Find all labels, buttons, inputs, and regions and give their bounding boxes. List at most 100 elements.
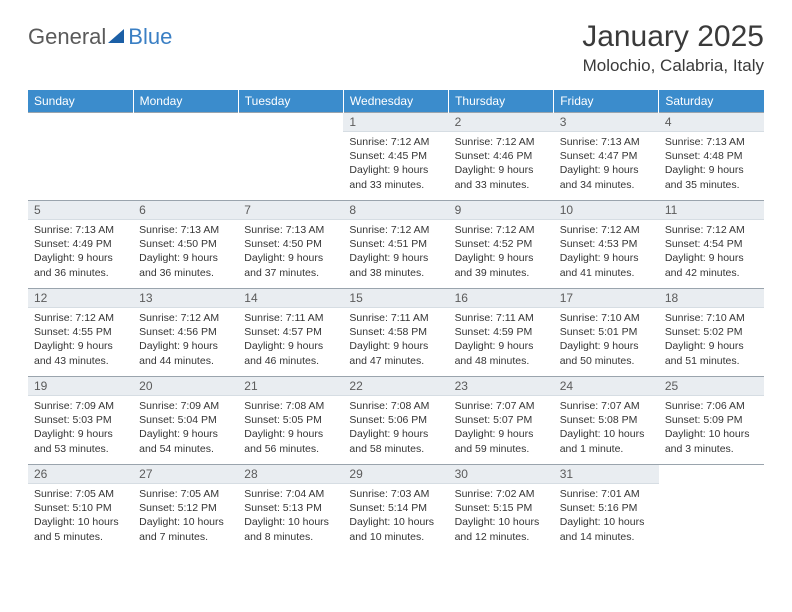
- calendar-cell: 7Sunrise: 7:13 AMSunset: 4:50 PMDaylight…: [238, 201, 343, 289]
- calendar-cell: ..: [659, 465, 764, 553]
- day-number: 17: [554, 289, 659, 308]
- calendar-cell: 19Sunrise: 7:09 AMSunset: 5:03 PMDayligh…: [28, 377, 133, 465]
- day-number: 10: [554, 201, 659, 220]
- day-number: 28: [238, 465, 343, 484]
- day-number: 16: [449, 289, 554, 308]
- day-details: Sunrise: 7:13 AMSunset: 4:47 PMDaylight:…: [554, 132, 659, 196]
- day-details: Sunrise: 7:13 AMSunset: 4:49 PMDaylight:…: [28, 220, 133, 284]
- day-details: Sunrise: 7:12 AMSunset: 4:52 PMDaylight:…: [449, 220, 554, 284]
- calendar-cell: 2Sunrise: 7:12 AMSunset: 4:46 PMDaylight…: [449, 113, 554, 201]
- col-saturday: Saturday: [659, 90, 764, 113]
- calendar-row: 12Sunrise: 7:12 AMSunset: 4:55 PMDayligh…: [28, 289, 764, 377]
- day-details: Sunrise: 7:02 AMSunset: 5:15 PMDaylight:…: [449, 484, 554, 548]
- day-number: 21: [238, 377, 343, 396]
- day-details: Sunrise: 7:13 AMSunset: 4:50 PMDaylight:…: [133, 220, 238, 284]
- day-number: 19: [28, 377, 133, 396]
- day-number: 2: [449, 113, 554, 132]
- day-number: 6: [133, 201, 238, 220]
- day-number: 7: [238, 201, 343, 220]
- calendar-cell: 17Sunrise: 7:10 AMSunset: 5:01 PMDayligh…: [554, 289, 659, 377]
- day-details: Sunrise: 7:07 AMSunset: 5:07 PMDaylight:…: [449, 396, 554, 460]
- calendar-body: ......1Sunrise: 7:12 AMSunset: 4:45 PMDa…: [28, 113, 764, 553]
- day-number: 13: [133, 289, 238, 308]
- day-number: 8: [343, 201, 448, 220]
- day-details: Sunrise: 7:11 AMSunset: 4:57 PMDaylight:…: [238, 308, 343, 372]
- calendar-cell: 10Sunrise: 7:12 AMSunset: 4:53 PMDayligh…: [554, 201, 659, 289]
- day-number: 4: [659, 113, 764, 132]
- day-number: 18: [659, 289, 764, 308]
- day-details: Sunrise: 7:07 AMSunset: 5:08 PMDaylight:…: [554, 396, 659, 460]
- day-details: Sunrise: 7:04 AMSunset: 5:13 PMDaylight:…: [238, 484, 343, 548]
- page-title: January 2025: [582, 20, 764, 54]
- calendar-cell: 29Sunrise: 7:03 AMSunset: 5:14 PMDayligh…: [343, 465, 448, 553]
- day-number: 3: [554, 113, 659, 132]
- calendar-cell: 11Sunrise: 7:12 AMSunset: 4:54 PMDayligh…: [659, 201, 764, 289]
- calendar-cell: 13Sunrise: 7:12 AMSunset: 4:56 PMDayligh…: [133, 289, 238, 377]
- logo-triangle-icon: [108, 29, 124, 43]
- day-number: 1: [343, 113, 448, 132]
- page-subtitle: Molochio, Calabria, Italy: [582, 56, 764, 76]
- calendar-cell: 16Sunrise: 7:11 AMSunset: 4:59 PMDayligh…: [449, 289, 554, 377]
- day-details: Sunrise: 7:12 AMSunset: 4:53 PMDaylight:…: [554, 220, 659, 284]
- day-number: 27: [133, 465, 238, 484]
- day-details: Sunrise: 7:12 AMSunset: 4:45 PMDaylight:…: [343, 132, 448, 196]
- calendar-cell: 22Sunrise: 7:08 AMSunset: 5:06 PMDayligh…: [343, 377, 448, 465]
- day-number: 20: [133, 377, 238, 396]
- title-block: January 2025 Molochio, Calabria, Italy: [582, 20, 764, 76]
- day-details: Sunrise: 7:11 AMSunset: 4:58 PMDaylight:…: [343, 308, 448, 372]
- calendar-cell: 4Sunrise: 7:13 AMSunset: 4:48 PMDaylight…: [659, 113, 764, 201]
- calendar-cell: 23Sunrise: 7:07 AMSunset: 5:07 PMDayligh…: [449, 377, 554, 465]
- day-details: Sunrise: 7:12 AMSunset: 4:55 PMDaylight:…: [28, 308, 133, 372]
- day-number: 15: [343, 289, 448, 308]
- calendar-cell: 3Sunrise: 7:13 AMSunset: 4:47 PMDaylight…: [554, 113, 659, 201]
- calendar-cell: 27Sunrise: 7:05 AMSunset: 5:12 PMDayligh…: [133, 465, 238, 553]
- calendar-row: 19Sunrise: 7:09 AMSunset: 5:03 PMDayligh…: [28, 377, 764, 465]
- day-number: 9: [449, 201, 554, 220]
- day-number: 11: [659, 201, 764, 220]
- day-details: Sunrise: 7:13 AMSunset: 4:50 PMDaylight:…: [238, 220, 343, 284]
- calendar-cell: 25Sunrise: 7:06 AMSunset: 5:09 PMDayligh…: [659, 377, 764, 465]
- calendar-header-row: Sunday Monday Tuesday Wednesday Thursday…: [28, 90, 764, 113]
- col-wednesday: Wednesday: [343, 90, 448, 113]
- calendar-cell: 26Sunrise: 7:05 AMSunset: 5:10 PMDayligh…: [28, 465, 133, 553]
- calendar-cell: ..: [133, 113, 238, 201]
- calendar-cell: 24Sunrise: 7:07 AMSunset: 5:08 PMDayligh…: [554, 377, 659, 465]
- day-number: 26: [28, 465, 133, 484]
- day-details: Sunrise: 7:09 AMSunset: 5:04 PMDaylight:…: [133, 396, 238, 460]
- day-details: Sunrise: 7:08 AMSunset: 5:06 PMDaylight:…: [343, 396, 448, 460]
- day-number: 14: [238, 289, 343, 308]
- day-number: 12: [28, 289, 133, 308]
- header: General Blue January 2025 Molochio, Cala…: [28, 20, 764, 76]
- calendar-cell: 15Sunrise: 7:11 AMSunset: 4:58 PMDayligh…: [343, 289, 448, 377]
- day-number: 5: [28, 201, 133, 220]
- calendar-cell: 6Sunrise: 7:13 AMSunset: 4:50 PMDaylight…: [133, 201, 238, 289]
- day-number: 30: [449, 465, 554, 484]
- calendar-cell: 18Sunrise: 7:10 AMSunset: 5:02 PMDayligh…: [659, 289, 764, 377]
- calendar-cell: 8Sunrise: 7:12 AMSunset: 4:51 PMDaylight…: [343, 201, 448, 289]
- day-details: Sunrise: 7:13 AMSunset: 4:48 PMDaylight:…: [659, 132, 764, 196]
- day-number: 25: [659, 377, 764, 396]
- calendar-row: 26Sunrise: 7:05 AMSunset: 5:10 PMDayligh…: [28, 465, 764, 553]
- logo-text-blue: Blue: [128, 24, 172, 50]
- day-details: Sunrise: 7:03 AMSunset: 5:14 PMDaylight:…: [343, 484, 448, 548]
- logo: General Blue: [28, 24, 172, 50]
- logo-text-general: General: [28, 24, 106, 50]
- calendar-cell: 20Sunrise: 7:09 AMSunset: 5:04 PMDayligh…: [133, 377, 238, 465]
- calendar-row: ......1Sunrise: 7:12 AMSunset: 4:45 PMDa…: [28, 113, 764, 201]
- day-details: Sunrise: 7:12 AMSunset: 4:54 PMDaylight:…: [659, 220, 764, 284]
- day-details: Sunrise: 7:12 AMSunset: 4:56 PMDaylight:…: [133, 308, 238, 372]
- day-details: Sunrise: 7:12 AMSunset: 4:46 PMDaylight:…: [449, 132, 554, 196]
- day-number: 24: [554, 377, 659, 396]
- calendar-row: 5Sunrise: 7:13 AMSunset: 4:49 PMDaylight…: [28, 201, 764, 289]
- day-details: Sunrise: 7:09 AMSunset: 5:03 PMDaylight:…: [28, 396, 133, 460]
- col-friday: Friday: [554, 90, 659, 113]
- day-number: 31: [554, 465, 659, 484]
- col-thursday: Thursday: [449, 90, 554, 113]
- calendar-cell: ..: [28, 113, 133, 201]
- calendar-cell: ..: [238, 113, 343, 201]
- day-details: Sunrise: 7:10 AMSunset: 5:01 PMDaylight:…: [554, 308, 659, 372]
- day-number: 23: [449, 377, 554, 396]
- day-details: Sunrise: 7:01 AMSunset: 5:16 PMDaylight:…: [554, 484, 659, 548]
- calendar-cell: 12Sunrise: 7:12 AMSunset: 4:55 PMDayligh…: [28, 289, 133, 377]
- col-tuesday: Tuesday: [238, 90, 343, 113]
